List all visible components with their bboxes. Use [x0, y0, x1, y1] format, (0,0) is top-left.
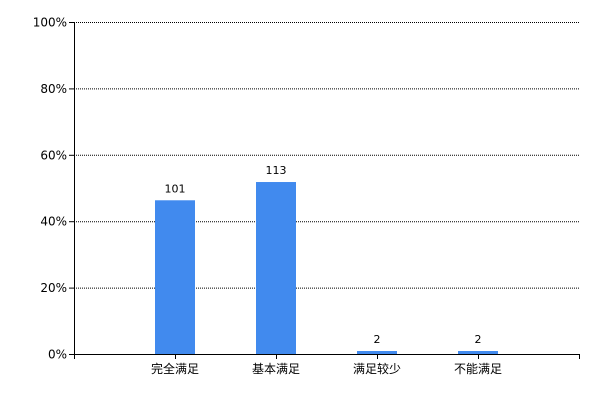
- bar: [256, 182, 296, 354]
- x-tick-label: 满足较少: [353, 361, 401, 376]
- y-tick-label: 20%: [40, 281, 67, 295]
- y-tick-label: 60%: [40, 148, 67, 162]
- y-tick-label: 80%: [40, 82, 67, 96]
- x-tick-label: 不能满足: [454, 362, 502, 376]
- x-tick-label: 完全满足: [151, 361, 199, 376]
- bar: [155, 200, 195, 354]
- bar: [458, 351, 498, 354]
- bar: [357, 351, 397, 354]
- data-label: 101: [165, 182, 186, 195]
- y-tick-label: 40%: [40, 215, 67, 229]
- x-tick-label: 基本满足: [252, 362, 300, 376]
- data-label: 113: [266, 164, 287, 177]
- data-label: 2: [475, 333, 482, 346]
- y-tick-label: 100%: [33, 16, 67, 30]
- y-tick-label: 0%: [48, 348, 67, 362]
- data-label: 2: [374, 333, 381, 346]
